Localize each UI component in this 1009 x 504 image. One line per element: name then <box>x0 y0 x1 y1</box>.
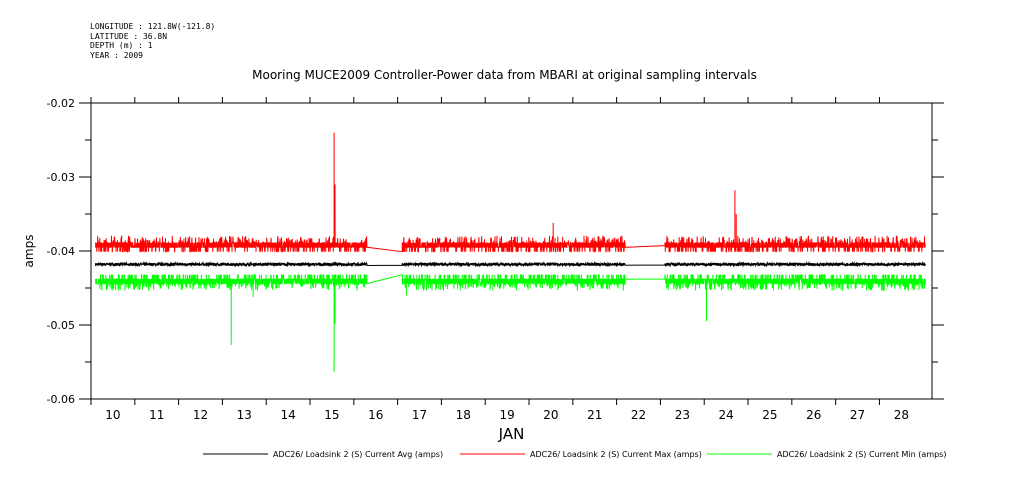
x-tick-label: 23 <box>675 408 690 422</box>
x-axis-label: JAN <box>498 425 525 443</box>
x-tick-label: 11 <box>149 408 164 422</box>
x-tick-label: 10 <box>105 408 120 422</box>
y-axis-label: amps <box>22 235 36 268</box>
x-tick-label: 22 <box>631 408 646 422</box>
x-tick-label: 20 <box>543 408 558 422</box>
series-line-2 <box>95 132 926 253</box>
x-tick-label: 18 <box>456 408 471 422</box>
location-metadata: LONGITUDE : 121.8W(-121.8) LATITUDE : 36… <box>90 22 215 60</box>
x-tick-label: 16 <box>368 408 383 422</box>
latitude-label: LATITUDE : 36.8N <box>90 31 168 41</box>
legend-label-3: ADC26/ Loadsink 2 (S) Current Min (amps) <box>777 450 946 459</box>
y-tick-label: -0.02 <box>47 97 75 110</box>
x-tick-label: 27 <box>850 408 865 422</box>
legend-label-2: ADC26/ Loadsink 2 (S) Current Max (amps) <box>530 450 702 459</box>
x-tick-label: 25 <box>762 408 777 422</box>
y-tick-label: -0.05 <box>47 319 75 332</box>
depth-label: DEPTH (m) : 1 <box>90 41 153 50</box>
x-tick-label: 24 <box>718 408 733 422</box>
x-tick-label: 26 <box>806 408 821 422</box>
y-tick-label: -0.03 <box>47 171 75 184</box>
y-tick-label: -0.06 <box>47 393 75 406</box>
x-tick-label: 14 <box>280 408 295 422</box>
x-tick-label: 19 <box>499 408 514 422</box>
longitude-label: LONGITUDE : 121.8W(-121.8) <box>90 22 216 31</box>
year-label: YEAR : 2009 <box>90 50 143 60</box>
x-tick-label: 15 <box>324 408 339 422</box>
series-line-1 <box>94 260 926 268</box>
y-tick-label: -0.04 <box>47 245 75 258</box>
x-tick-label: 28 <box>894 408 909 422</box>
x-tick-label: 17 <box>412 408 427 422</box>
x-tick-label: 21 <box>587 408 602 422</box>
series-line-3 <box>94 274 926 372</box>
chart-title: Mooring MUCE2009 Controller-Power data f… <box>252 68 757 82</box>
legend-label-1: ADC26/ Loadsink 2 (S) Current Avg (amps) <box>273 450 443 459</box>
x-tick-label: 12 <box>193 408 208 422</box>
x-tick-label: 13 <box>237 408 252 422</box>
